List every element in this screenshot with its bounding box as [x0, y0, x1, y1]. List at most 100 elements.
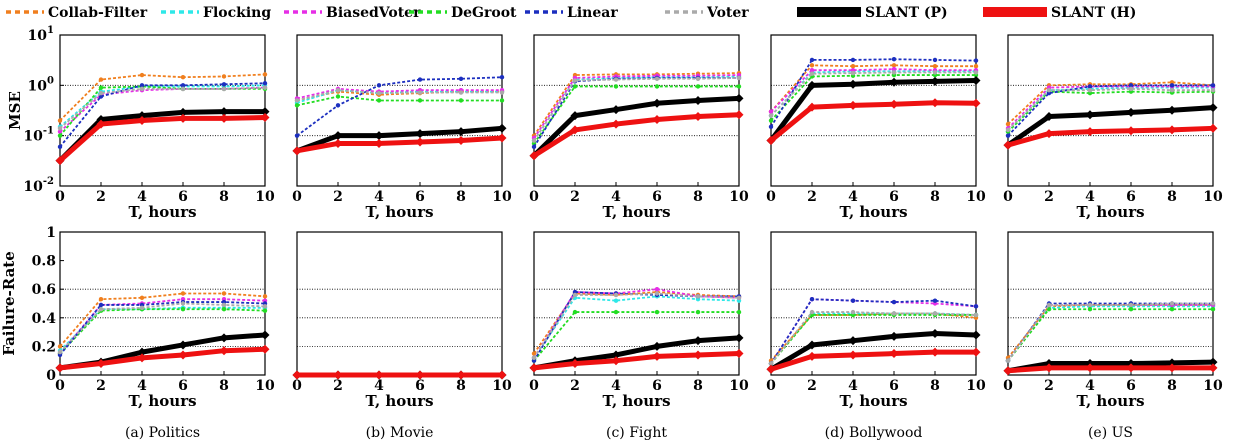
series-point: [456, 370, 466, 380]
series-point: [98, 94, 104, 99]
y-tick-exponent: 0: [47, 75, 54, 86]
series-linear: [294, 75, 505, 138]
x-axis-label: T, hours: [365, 203, 433, 221]
series-line: [770, 70, 976, 117]
series-point: [529, 151, 539, 161]
legend-label: DeGroot: [451, 5, 517, 21]
series-line: [533, 351, 740, 371]
series-point: [850, 57, 856, 63]
y-tick-label: 101: [28, 25, 54, 44]
plot-frame: [533, 231, 740, 376]
y-tick-label: 10-1: [23, 126, 54, 145]
series-line: [532, 112, 740, 158]
series-point: [55, 156, 65, 166]
series-point: [654, 76, 660, 81]
series-point: [807, 351, 817, 361]
series-linear: [1005, 301, 1216, 363]
x-tick-label: 4: [848, 189, 858, 205]
series-point: [1046, 307, 1052, 312]
y-tick-label: 0: [46, 368, 56, 384]
series-degroot: [294, 94, 505, 108]
series-line: [770, 74, 976, 122]
x-tick-label: 8: [1167, 378, 1177, 394]
series-line: [59, 86, 266, 129]
series-point: [768, 113, 774, 118]
series-point: [219, 346, 229, 356]
series-point: [417, 90, 423, 95]
series-point: [262, 72, 268, 77]
series-line: [59, 302, 266, 353]
series-point: [850, 298, 856, 303]
series-point: [335, 103, 341, 108]
series-point: [335, 94, 341, 99]
series-point: [572, 309, 578, 315]
legend-item-slant-h: SLANT (H): [983, 5, 1136, 21]
x-tick-label: 0: [766, 189, 776, 205]
legend-label: SLANT (H): [1051, 5, 1136, 21]
series-point: [57, 118, 63, 123]
series-point: [221, 291, 227, 296]
series-line: [1007, 304, 1213, 359]
plot-frame: [533, 34, 740, 187]
x-tick-label: 10: [255, 378, 275, 394]
series-point: [178, 340, 188, 350]
series-point: [456, 136, 466, 146]
series-point: [1005, 358, 1011, 363]
series-point: [57, 349, 63, 355]
legend-item-biasedvoter: BiasedVoter: [284, 5, 421, 21]
series-point: [221, 74, 227, 79]
series-point: [98, 302, 104, 308]
series-point: [219, 333, 229, 343]
series-line: [533, 311, 739, 362]
series-point: [891, 66, 897, 72]
series-voter: [768, 309, 979, 366]
series-point: [376, 90, 382, 96]
series-point: [1128, 302, 1134, 308]
x-tick-label: 10: [729, 189, 749, 205]
series-point: [572, 78, 578, 83]
series-voter: [531, 291, 742, 361]
x-tick-label: 2: [570, 378, 580, 394]
series-line: [59, 346, 266, 371]
series-point: [1126, 107, 1136, 117]
series-point: [294, 103, 300, 108]
series-point: [889, 331, 899, 341]
series-line: [533, 72, 740, 137]
panel-bollywood-mse: 0 2 4 6 8 10 T, hours: [766, 34, 986, 221]
panel-us-mse: 0 2 4 6 8 10 T, hours: [1003, 34, 1223, 221]
series-point: [891, 70, 897, 75]
series-point: [848, 100, 858, 110]
series-point: [1167, 363, 1177, 373]
series-point: [139, 83, 145, 88]
x-axis-label: T, hours: [602, 392, 670, 410]
series-linear: [1005, 83, 1216, 138]
series-line: [296, 87, 502, 100]
series-line: [59, 306, 265, 352]
series-flocking: [768, 69, 979, 118]
series-point: [1046, 88, 1052, 93]
series-point: [693, 95, 703, 105]
series-point: [973, 58, 979, 63]
series-point: [736, 295, 742, 300]
x-axis-label: T, hours: [365, 392, 433, 410]
series-point: [137, 347, 147, 357]
series-point: [1210, 307, 1216, 312]
series-line: [1007, 359, 1214, 374]
series-slant-h: [55, 344, 270, 373]
series-point: [932, 298, 938, 303]
x-tick-label: 6: [178, 189, 188, 205]
x-tick-label: 4: [137, 189, 147, 205]
series-point: [1210, 88, 1216, 93]
series-line: [1007, 90, 1214, 133]
series-line: [1007, 81, 1214, 125]
series-point: [262, 304, 268, 309]
series-point: [734, 333, 744, 343]
series-point: [98, 77, 104, 82]
series-point: [809, 57, 815, 63]
y-tick-label: 10-2: [23, 176, 54, 195]
series-point: [809, 309, 815, 315]
series-slant-h: [529, 349, 744, 373]
x-axis-label: T, hours: [839, 392, 907, 410]
series-point: [1087, 84, 1093, 89]
